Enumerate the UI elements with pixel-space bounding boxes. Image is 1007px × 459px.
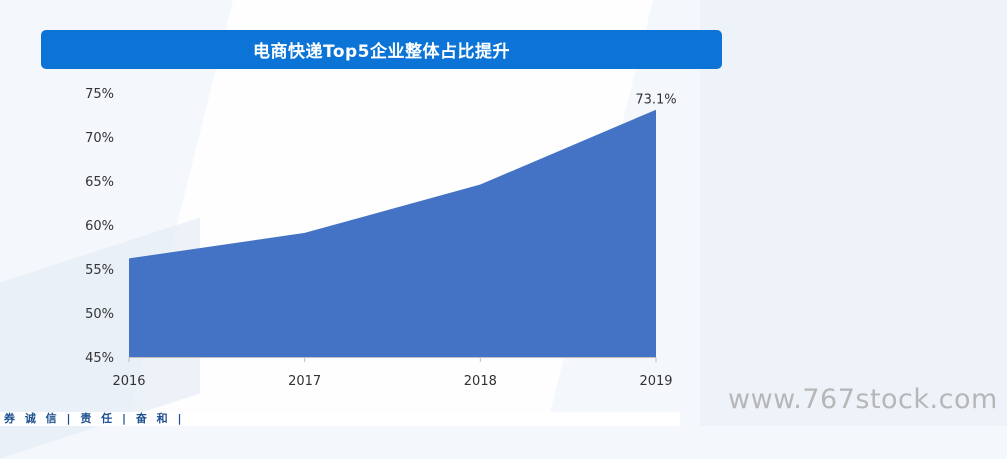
y-tick-label: 70% [85,131,114,146]
x-tick-label: 2019 [639,374,672,389]
watermark: www.767stock.com [728,384,998,415]
x-tick-label: 2016 [112,374,145,389]
x-tick-label: 2017 [288,374,321,389]
chart-title-banner: 电商快递Top5企业整体占比提升 [41,30,722,69]
y-tick-label: 50% [85,307,114,322]
area-series [129,109,656,357]
y-tick-label: 60% [85,219,114,234]
data-label: 73.1% [635,93,676,108]
y-tick-label: 65% [85,175,114,190]
footer-slogan: 券 诚 信 | 责 任 | 奋 和 | [4,412,185,425]
x-tick-label: 2018 [464,374,497,389]
footer-slogan-bar: 券 诚 信 | 责 任 | 奋 和 | [0,412,680,426]
y-tick-label: 75% [85,87,114,102]
y-tick-label: 55% [85,263,114,278]
y-tick-label: 45% [85,351,114,366]
chart-title: 电商快递Top5企业整体占比提升 [252,42,510,62]
area-chart: 45% 50% 55% 60% 65% 70% 75% 2016 2017 2018 2019 73.… [85,87,677,389]
